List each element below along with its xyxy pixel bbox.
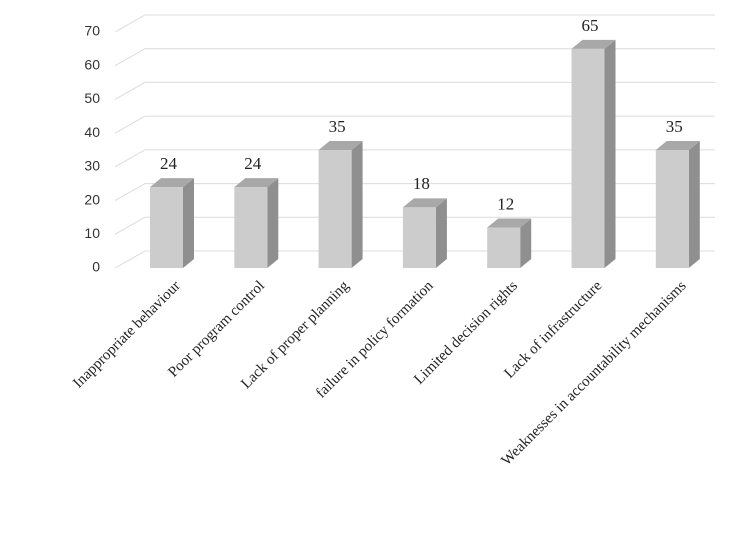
bar (150, 187, 183, 268)
bar (318, 150, 352, 268)
y-tick-label: 40 (84, 124, 100, 140)
bar-top (571, 39, 616, 49)
bar-side (604, 39, 616, 268)
bar-side (520, 218, 532, 268)
value-label: 24 (160, 154, 178, 173)
value-label: 65 (582, 16, 599, 35)
grid-line (114, 115, 715, 134)
y-tick-label: 60 (84, 56, 100, 72)
bar-top (402, 198, 447, 208)
value-label: 35 (329, 117, 346, 136)
value-label: 35 (666, 117, 683, 136)
bar-top (234, 178, 279, 188)
y-tick-label: 50 (84, 90, 100, 106)
bar-top (318, 141, 363, 150)
grid-line (114, 183, 715, 202)
value-label: 12 (497, 194, 514, 213)
bar (234, 187, 268, 268)
y-tick-label: 0 (92, 259, 100, 275)
y-tick-label: 70 (84, 23, 100, 39)
grid-line (114, 14, 715, 33)
bar-side (183, 178, 194, 268)
value-label: 18 (413, 174, 430, 193)
bar-top (655, 141, 700, 150)
bar (571, 48, 605, 268)
bar (402, 207, 436, 268)
x-tick-label: Inappropriate behaviour (70, 278, 184, 392)
bar-side (267, 178, 279, 268)
grid-line (114, 149, 715, 168)
bar-top (487, 218, 532, 228)
y-tick-label: 10 (84, 225, 100, 241)
y-tick-label: 20 (84, 191, 100, 207)
bar (487, 227, 521, 268)
grid-line (114, 81, 715, 100)
x-tick-label: Weaknesses in accountability mechanisms (499, 278, 690, 469)
bar-top (150, 178, 194, 188)
grid-line (114, 216, 715, 235)
bar-side (688, 141, 700, 268)
bar-side (435, 198, 447, 268)
grid-line (114, 48, 715, 67)
bar-side (351, 141, 363, 268)
bar (655, 150, 689, 268)
y-tick-label: 30 (84, 158, 100, 174)
value-label: 24 (244, 154, 262, 173)
